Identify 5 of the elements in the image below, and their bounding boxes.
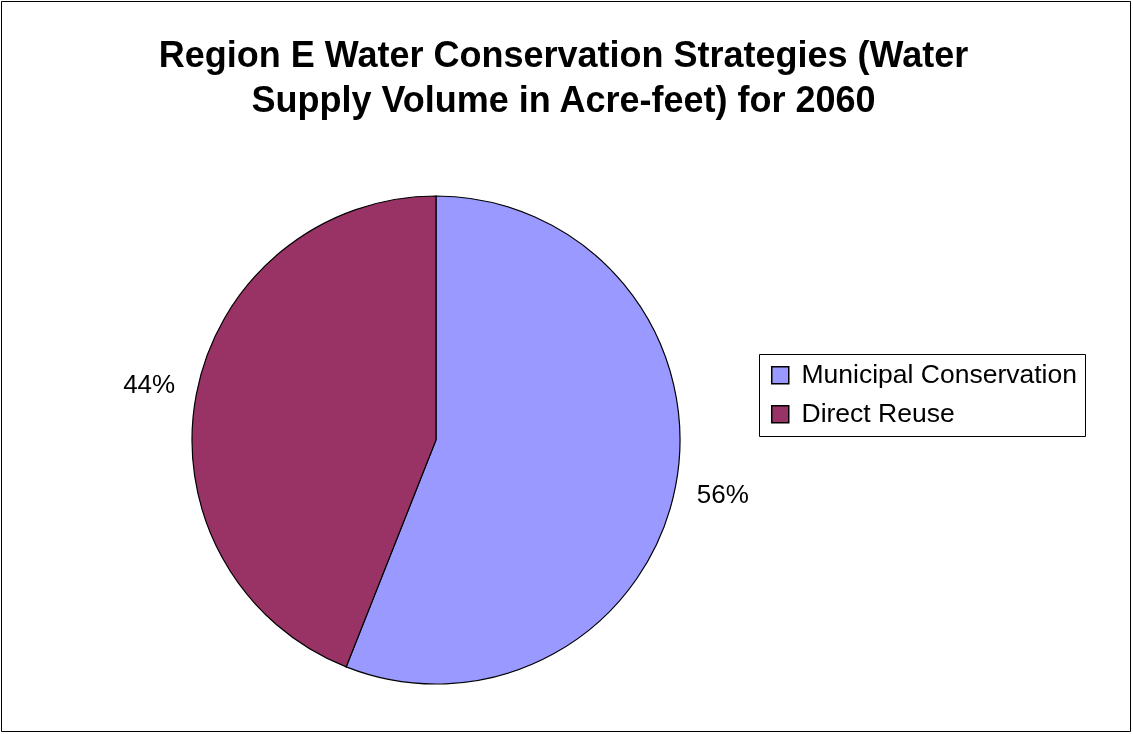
data-label: 44%	[123, 369, 176, 400]
legend-label: Direct Reuse	[801, 398, 955, 429]
chart-title: Region E Water Conservation Strategies (Water Supply Volume in Acre-feet) for 2060	[158, 34, 969, 120]
legend-label: Municipal Conservation	[801, 359, 1077, 390]
data-label: 56%	[696, 478, 749, 509]
